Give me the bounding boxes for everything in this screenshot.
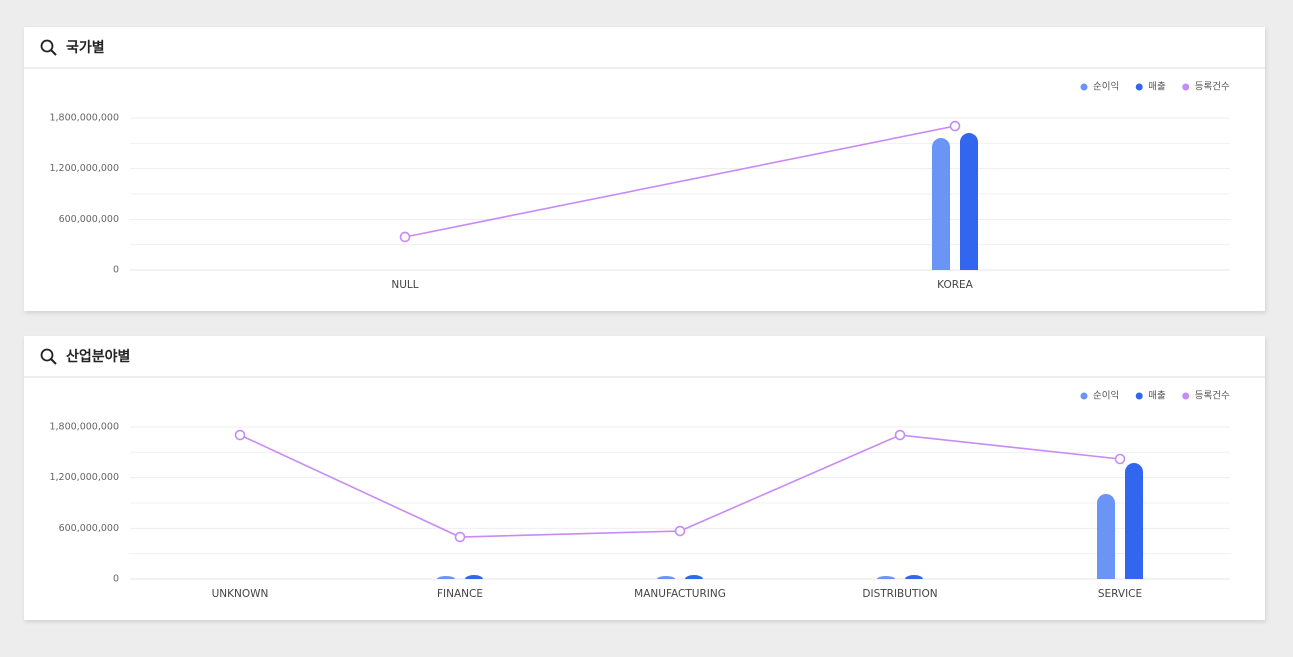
x-tick-label: KOREA (937, 279, 974, 291)
bar (465, 575, 483, 579)
x-tick-label: MANUFACTURING (634, 588, 726, 600)
y-tick-label: 0 (113, 574, 119, 585)
legend-label: 매출 (1148, 391, 1166, 402)
legend-marker (1080, 392, 1088, 400)
line-point (399, 231, 411, 243)
bar (877, 576, 895, 579)
panel-title: 국가별 (66, 39, 105, 56)
y-tick-label: 600,000,000 (59, 214, 119, 225)
legend-label: 등록건수 (1195, 391, 1230, 402)
x-tick-label: UNKNOWN (212, 588, 269, 600)
bar (1097, 493, 1115, 579)
icon (40, 39, 54, 53)
bar (685, 575, 703, 579)
panel: 산업분야별 0 600,000,000 1,200,000,000 1,800,000,… (24, 336, 1265, 620)
legend-label: 매출 (1148, 82, 1166, 93)
bar (437, 576, 455, 579)
y-tick-label: 1,800,000,000 (49, 422, 119, 433)
legend-marker (1182, 83, 1190, 91)
y-tick-label: 1,200,000,000 (49, 163, 119, 174)
line-point (234, 429, 246, 441)
bar (932, 138, 950, 270)
x-tick-label: FINANCE (437, 588, 483, 600)
icon (40, 348, 54, 362)
bar (657, 576, 675, 579)
y-tick-label: 1,800,000,000 (49, 113, 119, 124)
legend-marker (1135, 83, 1143, 91)
legend-marker (1135, 392, 1143, 400)
icon (50, 49, 57, 56)
line-point (949, 120, 961, 132)
panel-title: 산업분야별 (66, 348, 130, 365)
legend-marker (1182, 392, 1190, 400)
bar (1125, 462, 1143, 579)
x-tick-label: DISTRIBUTION (862, 588, 937, 600)
icon (50, 358, 57, 365)
line-point (454, 531, 466, 543)
line-point (894, 429, 906, 441)
line (404, 125, 956, 238)
y-tick-label: 1,200,000,000 (49, 472, 119, 483)
y-tick-label: 600,000,000 (59, 523, 119, 534)
y-tick-label: 0 (113, 265, 119, 276)
panel: 국가별 0 600,000,000 1,200,000,000 1,800,000,00… (24, 27, 1265, 311)
legend-label: 등록건수 (1195, 82, 1230, 93)
bar (905, 575, 923, 579)
x-tick-label: NULL (391, 279, 418, 291)
x-tick-label: SERVICE (1098, 588, 1142, 600)
line-point (1114, 453, 1126, 465)
legend-marker (1080, 83, 1088, 91)
bar (960, 133, 978, 270)
legend-label: 순이익 (1093, 390, 1119, 402)
legend-label: 순이익 (1093, 81, 1119, 93)
line-point (674, 525, 686, 537)
